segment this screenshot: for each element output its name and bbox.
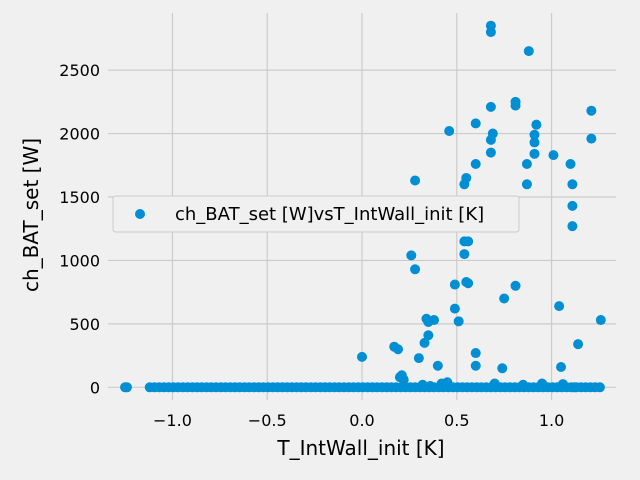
- data-point: [537, 378, 548, 389]
- y-tick-label: 500: [69, 315, 100, 334]
- y-tick-label: 2000: [59, 125, 100, 144]
- data-point: [567, 200, 578, 211]
- x-tick-label: −1.0: [153, 411, 192, 430]
- data-point: [432, 360, 443, 371]
- x-axis-label: T_IntWall_init [K]: [276, 436, 444, 460]
- legend-box: [112, 195, 520, 233]
- data-point: [444, 126, 455, 137]
- y-tick-label: 0: [90, 378, 100, 397]
- data-point: [489, 378, 500, 389]
- data-point: [442, 377, 453, 388]
- data-point: [557, 379, 568, 390]
- data-point: [406, 250, 417, 261]
- y-tick-label: 1000: [59, 251, 100, 270]
- data-point: [398, 374, 409, 385]
- data-point: [531, 119, 542, 130]
- data-point: [417, 379, 428, 390]
- data-point: [121, 382, 132, 393]
- data-point: [487, 128, 498, 139]
- data-point: [410, 264, 421, 275]
- legend: ch_BAT_set [W]vsT_IntWall_init [K]: [112, 195, 520, 233]
- data-point: [529, 129, 540, 140]
- data-point: [393, 344, 404, 355]
- data-point: [357, 351, 367, 362]
- y-tick-label: 1500: [59, 188, 100, 207]
- legend-marker: [135, 209, 145, 219]
- x-tick-label: 0.5: [444, 411, 469, 430]
- data-point: [461, 172, 472, 183]
- y-tick-labels: 0 500 1000 1500 2000 2500: [59, 61, 100, 397]
- data-point: [499, 293, 510, 304]
- data-point: [594, 382, 605, 393]
- y-tick-label: 2500: [59, 61, 100, 80]
- data-point: [510, 280, 521, 291]
- data-point: [459, 249, 470, 260]
- data-point: [470, 360, 481, 371]
- y-axis-label: ch_BAT_set [W]: [19, 138, 43, 292]
- data-point: [410, 175, 421, 186]
- data-point: [449, 303, 460, 314]
- data-point: [453, 316, 464, 327]
- x-tick-labels: −1.0 −0.5 0.0 0.5 1.0: [153, 411, 564, 430]
- data-point: [485, 147, 496, 158]
- data-point: [529, 148, 540, 159]
- data-point: [548, 150, 559, 161]
- data-point: [463, 278, 474, 289]
- data-point: [485, 101, 496, 112]
- data-point: [595, 315, 606, 326]
- data-point: [423, 330, 434, 341]
- data-points: [120, 20, 606, 393]
- data-point: [523, 46, 534, 57]
- data-point: [413, 353, 424, 364]
- x-tick-label: −0.5: [248, 411, 287, 430]
- data-point: [569, 382, 580, 393]
- data-point: [567, 221, 578, 232]
- data-point: [510, 96, 521, 107]
- data-point: [586, 133, 597, 144]
- data-point: [419, 337, 430, 348]
- data-point: [556, 362, 567, 373]
- x-tick-label: 0.0: [349, 411, 374, 430]
- data-point: [463, 236, 474, 247]
- data-point: [521, 179, 532, 190]
- data-point: [429, 315, 440, 326]
- data-point: [425, 381, 436, 392]
- data-point: [529, 137, 540, 148]
- data-point: [485, 20, 496, 31]
- legend-label: ch_BAT_set [W]vsT_IntWall_init [K]: [175, 204, 484, 225]
- data-point: [567, 179, 578, 190]
- data-point: [518, 379, 529, 390]
- x-tick-label: 1.0: [539, 411, 564, 430]
- data-point: [554, 301, 565, 312]
- data-point: [470, 348, 481, 359]
- data-point: [521, 158, 532, 169]
- data-point: [470, 158, 481, 169]
- data-point: [573, 339, 584, 350]
- data-point: [586, 105, 597, 116]
- data-point: [497, 363, 508, 374]
- data-point: [449, 279, 460, 290]
- data-point: [470, 118, 481, 129]
- data-point: [565, 158, 576, 169]
